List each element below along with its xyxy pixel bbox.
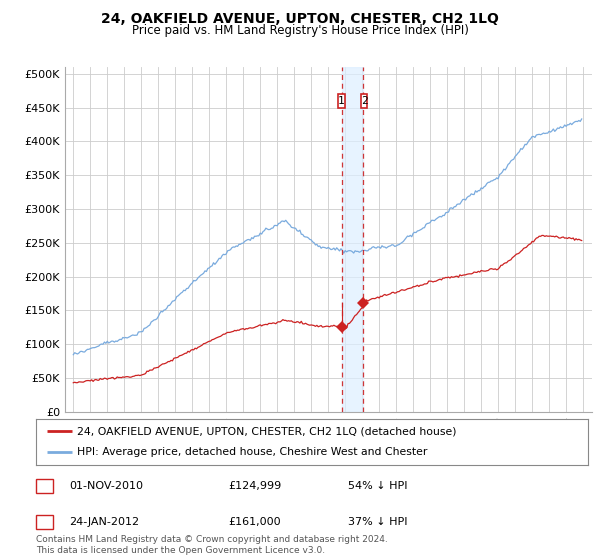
Text: 37% ↓ HPI: 37% ↓ HPI — [348, 517, 407, 527]
Text: £124,999: £124,999 — [228, 481, 281, 491]
Text: 24, OAKFIELD AVENUE, UPTON, CHESTER, CH2 1LQ: 24, OAKFIELD AVENUE, UPTON, CHESTER, CH2… — [101, 12, 499, 26]
Text: 2: 2 — [41, 517, 48, 527]
Text: 24-JAN-2012: 24-JAN-2012 — [69, 517, 139, 527]
Bar — [343, 67, 364, 412]
Text: 1: 1 — [338, 96, 345, 106]
Bar — [361, 94, 367, 109]
Text: Contains HM Land Registry data © Crown copyright and database right 2024.
This d: Contains HM Land Registry data © Crown c… — [36, 535, 388, 555]
Text: £161,000: £161,000 — [228, 517, 281, 527]
Text: Price paid vs. HM Land Registry's House Price Index (HPI): Price paid vs. HM Land Registry's House … — [131, 24, 469, 36]
Text: 24, OAKFIELD AVENUE, UPTON, CHESTER, CH2 1LQ (detached house): 24, OAKFIELD AVENUE, UPTON, CHESTER, CH2… — [77, 426, 457, 436]
Bar — [338, 94, 344, 109]
Text: 54% ↓ HPI: 54% ↓ HPI — [348, 481, 407, 491]
Text: 1: 1 — [41, 481, 48, 491]
Text: 01-NOV-2010: 01-NOV-2010 — [69, 481, 143, 491]
Text: HPI: Average price, detached house, Cheshire West and Chester: HPI: Average price, detached house, Ches… — [77, 447, 428, 458]
Text: 2: 2 — [361, 96, 368, 106]
